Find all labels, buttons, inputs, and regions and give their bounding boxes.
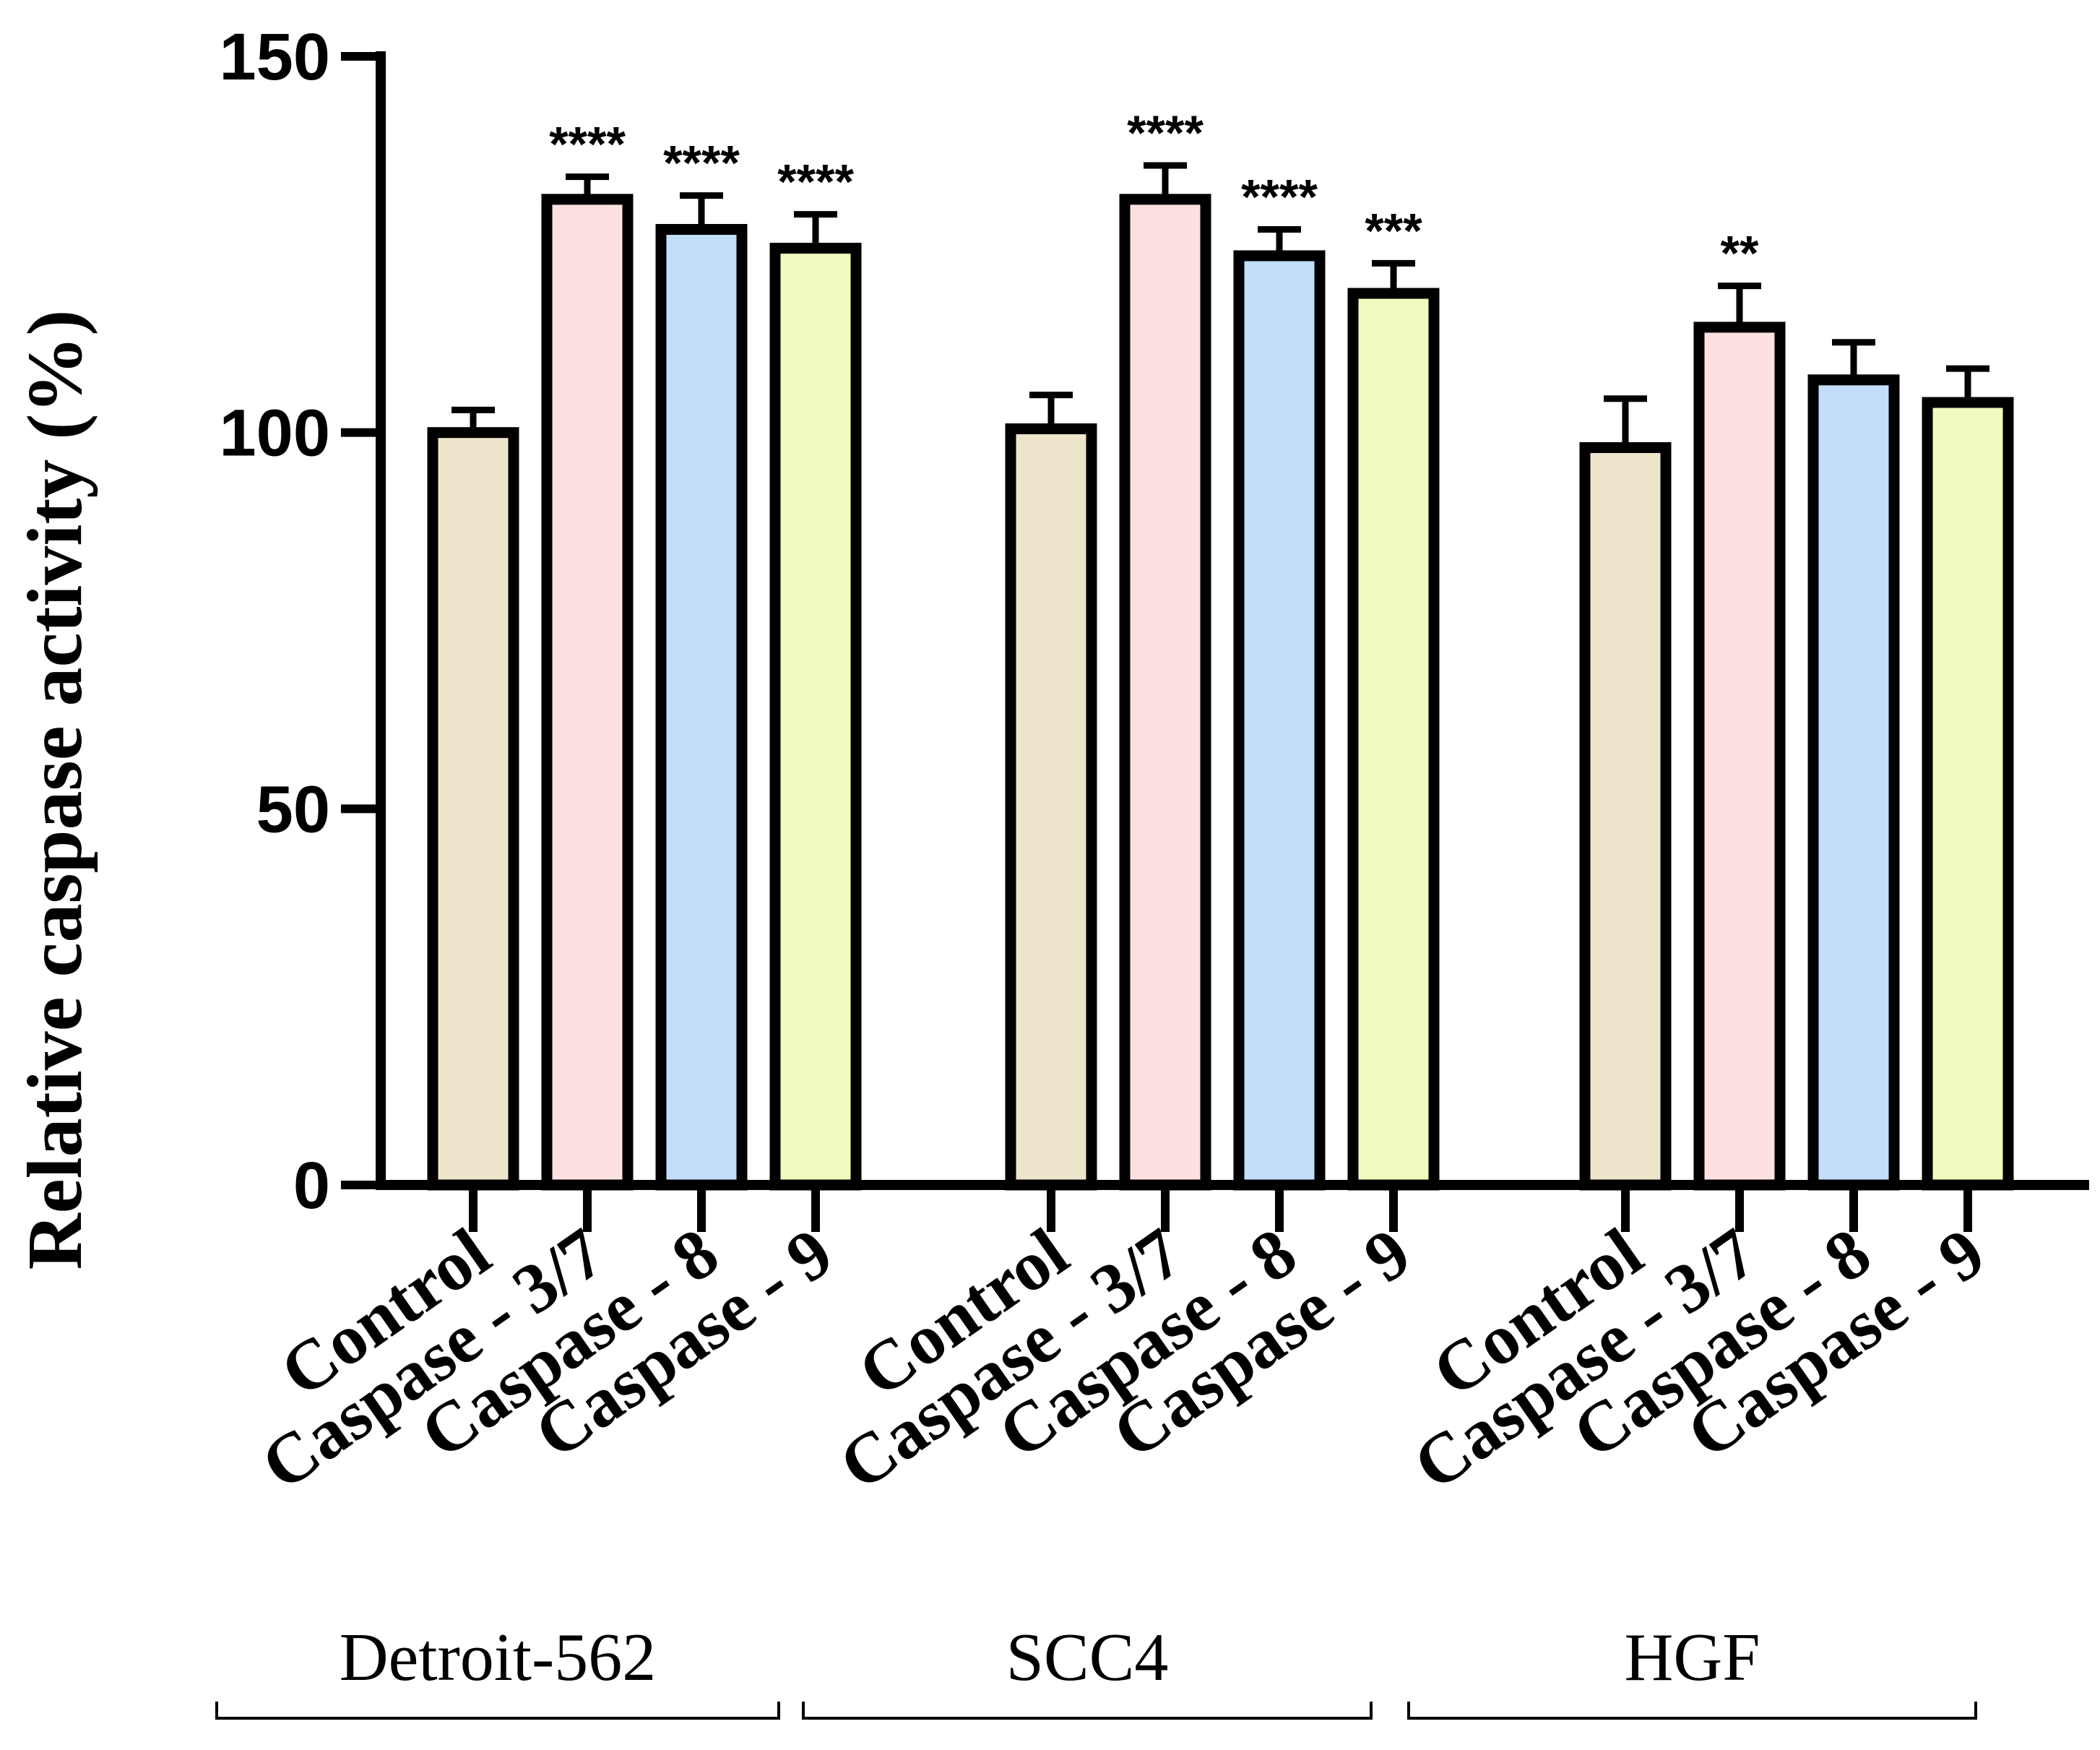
y-tick-label: 50 xyxy=(256,772,330,846)
significance-label: **** xyxy=(663,136,740,191)
bar xyxy=(655,224,748,1191)
group-label: SCC4 xyxy=(1006,1620,1169,1695)
significance-label: **** xyxy=(777,155,854,210)
y-axis-label: Relative caspase activity (%) xyxy=(12,310,98,1270)
bar xyxy=(1347,288,1440,1191)
group-brackets: Detroit-562 SCC4 HGF xyxy=(215,1620,1977,1720)
bar xyxy=(427,427,519,1191)
bar xyxy=(1233,250,1326,1191)
y-axis-label-group: Relative caspase activity (%) xyxy=(12,310,98,1270)
bar xyxy=(1693,322,1786,1191)
significance-label: ** xyxy=(1721,226,1759,281)
bar xyxy=(1579,441,1672,1191)
y-tick-label: 0 xyxy=(293,1149,330,1223)
significance-label: *** xyxy=(1365,203,1422,258)
group-bracket xyxy=(1407,1702,1977,1720)
group-bracket xyxy=(215,1702,780,1720)
bar xyxy=(1005,423,1097,1191)
bar xyxy=(1922,397,2014,1191)
bar xyxy=(1807,374,1900,1191)
significance-label: **** xyxy=(549,117,626,172)
bar xyxy=(769,243,862,1191)
y-axis-ticks: 0 50 100 150 xyxy=(220,20,381,1223)
group-bracket xyxy=(802,1702,1373,1720)
bar xyxy=(1119,194,1211,1191)
group-label: Detroit-562 xyxy=(340,1620,657,1695)
significance-label: **** xyxy=(1241,170,1318,225)
y-tick-label: 150 xyxy=(220,20,331,94)
bars-layer: **** **** *************** ** xyxy=(427,105,2014,1191)
bar xyxy=(541,194,634,1191)
significance-label: **** xyxy=(1127,105,1204,160)
y-tick-label: 100 xyxy=(220,397,331,470)
group-label: HGF xyxy=(1624,1620,1760,1695)
